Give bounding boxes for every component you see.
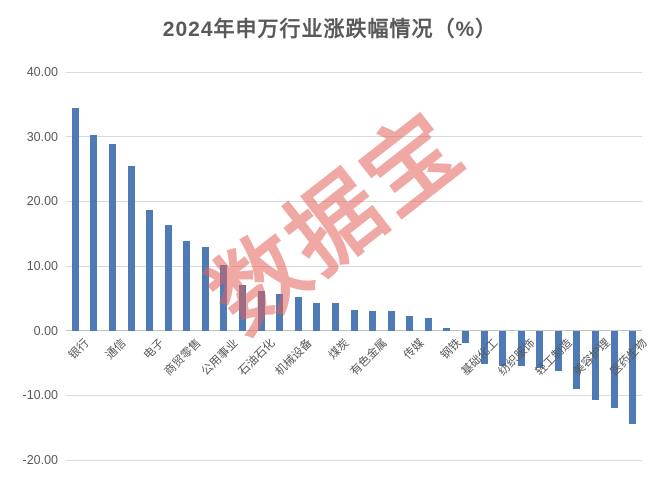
bar-石油石化 (257, 291, 265, 331)
category-label: 通信 (104, 336, 130, 362)
bar-煤炭 (331, 302, 339, 331)
bar-rank-30 (610, 330, 618, 408)
bar-通信 (108, 144, 116, 331)
bar-rank-6 (164, 225, 172, 331)
bar-rank-8 (201, 246, 209, 331)
bar-rank-20 (424, 318, 432, 331)
grid-line (66, 136, 642, 138)
bar-美容护理 (592, 330, 600, 400)
y-axis-tick-label: -10.00 (22, 388, 58, 403)
bar-rank-22 (461, 330, 469, 343)
bar-rank-28 (573, 330, 581, 389)
y-axis-tick-label: 20.00 (26, 194, 58, 209)
bar-商贸零售 (183, 241, 191, 331)
bar-传媒 (406, 316, 414, 331)
y-axis-tick-label: 0.00 (33, 323, 58, 338)
bar-有色金属 (369, 310, 377, 331)
bar-rank-24 (499, 330, 507, 367)
bar-钢铁 (443, 328, 451, 331)
grid-line (66, 459, 642, 461)
bar-rank-18 (387, 310, 395, 331)
chart-title: 2024年申万行业涨跌幅情况（%） (162, 18, 498, 41)
bar-基础化工 (480, 330, 488, 365)
category-label: 银行 (67, 336, 92, 362)
bar-rank-10 (239, 285, 247, 331)
bar-rank-14 (313, 302, 321, 331)
category-label: 有色金属 (348, 336, 390, 378)
zero-grid-line (66, 330, 642, 332)
category-label: 石油石化 (236, 336, 278, 378)
bar-rank-12 (276, 294, 284, 331)
category-label: 商贸零售 (162, 336, 204, 378)
bar-电子 (146, 210, 154, 331)
category-label: 公用事业 (199, 336, 241, 378)
y-axis-tick-label: -20.00 (22, 453, 58, 467)
category-label: 机械设备 (273, 336, 315, 378)
grid-line (66, 200, 642, 202)
category-label: 电子 (141, 336, 167, 362)
bar-轻工制造 (554, 330, 562, 372)
grid-line (66, 265, 642, 267)
category-label: 煤炭 (327, 336, 353, 362)
bar-纺织服饰 (517, 330, 525, 367)
bar-rank-26 (536, 330, 544, 368)
grid-line (66, 394, 642, 396)
y-axis-tick-label: 30.00 (26, 129, 58, 144)
bar-银行 (71, 108, 79, 331)
category-label: 传媒 (401, 336, 427, 362)
bar-机械设备 (294, 297, 302, 331)
category-label: 钢铁 (438, 336, 464, 362)
y-axis-tick-label: 40.00 (26, 65, 58, 79)
bar-rank-2 (90, 135, 98, 331)
grid-line (66, 71, 642, 73)
bar-rank-16 (350, 309, 358, 331)
bar-医药生物 (629, 330, 637, 424)
bar-公用事业 (220, 264, 228, 331)
y-axis-tick-label: 10.00 (26, 259, 58, 273)
bar-rank-4 (127, 165, 135, 331)
